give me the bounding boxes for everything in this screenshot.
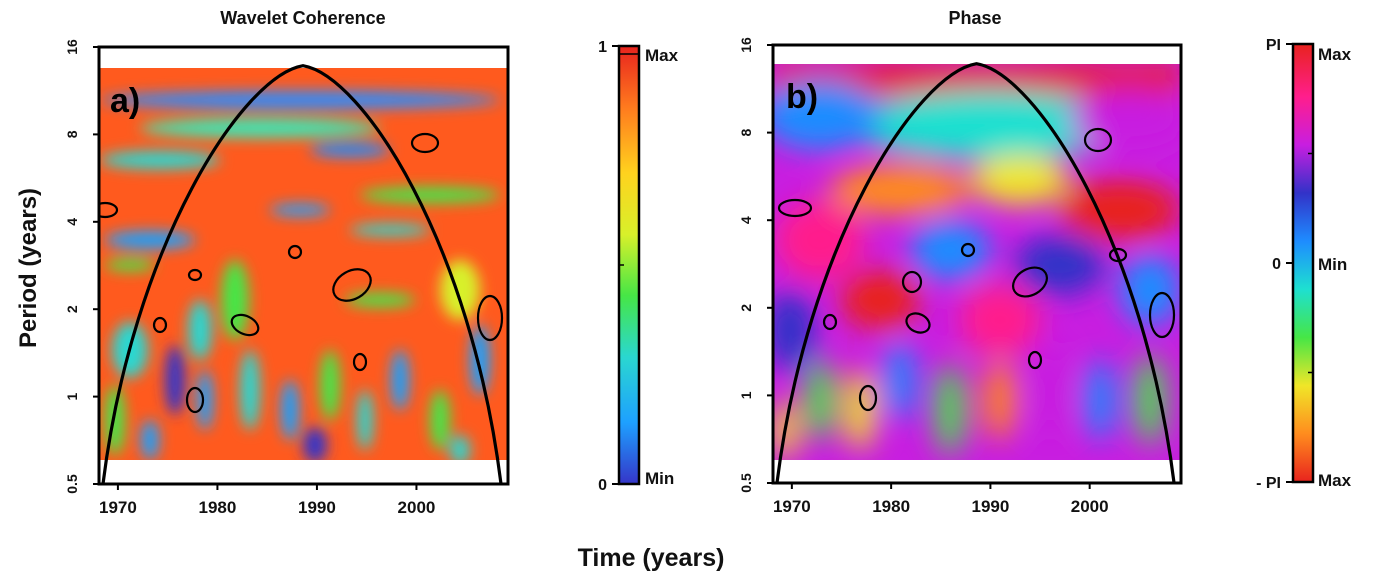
colorbar-b-top-label: Max [1318, 45, 1352, 64]
panel-b-x-tick-label: 2000 [1071, 497, 1109, 516]
colorbar-b [1291, 42, 1315, 484]
panel-b-frame [771, 43, 1183, 485]
panel-a-bottom-band [99, 460, 508, 484]
colorbar-a-max-label: Max [645, 46, 679, 65]
panel-a-title: Wavelet Coherence [220, 8, 385, 28]
panel-b-y-tick-label: 8 [738, 128, 754, 136]
panel-b-y-tick-label: 16 [738, 37, 754, 53]
panel-b-y-tick-label: 1 [738, 391, 754, 399]
panel-b-axes: 1970 1980 1990 2000 0.5 1 2 4 8 16 [738, 37, 1109, 516]
x-axis-label: Time (years) [578, 544, 725, 572]
panel-b-label: b) [786, 78, 818, 116]
panel-a-y-tick-label: 4 [64, 218, 80, 226]
colorbar-b-mid-label: Min [1318, 255, 1347, 274]
panel-b-bottom-band [773, 460, 1181, 483]
panel-a-label: a) [110, 82, 140, 120]
panel-a-axes: 1970 1980 1990 2000 0.5 1 2 4 8 16 [64, 39, 435, 517]
colorbar-b-ticks: PI 0 - PI [1256, 37, 1313, 492]
colorbar-b-tick-label: PI [1266, 37, 1281, 54]
panel-b-x-tick-label: 1980 [872, 497, 910, 516]
panel-a-frame [97, 45, 510, 486]
panel-b-x-tick-label: 1990 [971, 497, 1009, 516]
panel-b-cone-of-influence [775, 62, 1176, 484]
y-axis-label: Period (years) [15, 188, 42, 348]
panel-a-heatmap [99, 68, 508, 460]
panel-a-y-tick-label: 16 [64, 39, 80, 55]
panel-b-title: Phase [948, 8, 1001, 28]
colorbar-b-tick-label: 0 [1272, 256, 1281, 273]
panel-b-y-tick-label: 4 [738, 216, 754, 224]
panel-b-y-tick-label: 0.5 [738, 473, 754, 493]
colorbar-a-tick-label: 0 [598, 477, 607, 494]
colorbar-b-tick-label: - PI [1256, 475, 1281, 492]
colorbar-a-tick-label: 1 [598, 39, 607, 56]
panel-a-x-tick-label: 1980 [199, 498, 237, 517]
panel-a-y-tick-label: 2 [64, 305, 80, 313]
panel-a-y-tick-label: 1 [64, 392, 80, 400]
panel-a-x-tick-label: 1990 [298, 498, 336, 517]
panel-a-cone-of-influence [101, 64, 503, 485]
colorbar-b-bottom-label: Max [1318, 471, 1352, 490]
panel-a-x-tick-label: 2000 [398, 498, 436, 517]
colorbar-a-ticks: 01 [598, 39, 639, 494]
panel-a-top-band [99, 47, 508, 68]
panel-b-x-tick-label: 1970 [773, 497, 811, 516]
panel-a-y-tick-label: 8 [64, 130, 80, 138]
panel-a-y-tick-label: 0.5 [64, 474, 80, 494]
panel-b-heatmap [773, 64, 1181, 460]
colorbar-a-min-label: Min [645, 469, 674, 488]
panel-b-top-band [773, 45, 1181, 64]
panel-b-y-tick-label: 2 [738, 304, 754, 312]
panel-a-x-tick-label: 1970 [99, 498, 137, 517]
